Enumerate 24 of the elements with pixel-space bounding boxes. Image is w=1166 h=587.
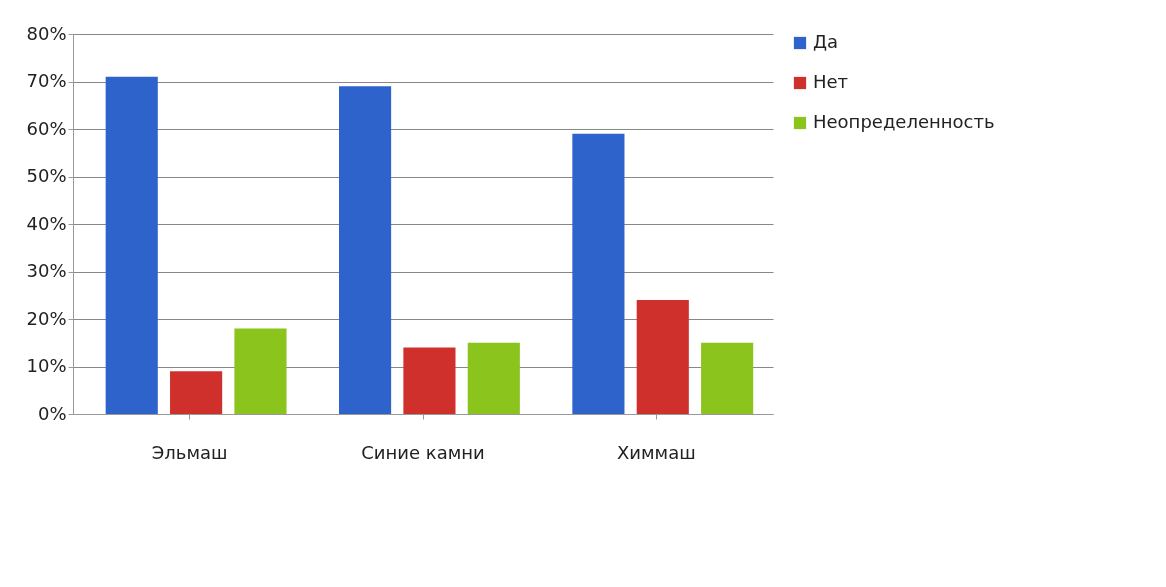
- bar: [170, 371, 223, 414]
- legend-label: Неопределенность: [813, 111, 995, 132]
- y-tick-label: 20%: [26, 307, 67, 329]
- bar: [701, 342, 754, 414]
- y-tick-label: 10%: [26, 355, 67, 376]
- bar: [234, 328, 287, 414]
- y-tick-label: 70%: [26, 70, 67, 91]
- bar: [339, 86, 392, 414]
- bar: [572, 133, 625, 414]
- bar: [403, 347, 456, 414]
- y-tick-label: 50%: [26, 165, 67, 186]
- y-tick-label: 60%: [26, 117, 67, 139]
- x-tick-label: Синие камни: [361, 441, 485, 463]
- bar: [467, 342, 520, 414]
- x-tick-label: Эльмаш: [151, 441, 228, 463]
- y-tick-label: 30%: [26, 260, 67, 281]
- y-tick-label: 80%: [26, 22, 67, 44]
- bar: [105, 76, 158, 414]
- x-tick-label: Химмаш: [616, 441, 696, 463]
- bar: [636, 300, 689, 414]
- legend-label: Да: [813, 31, 839, 52]
- legend-label: Нет: [813, 71, 849, 92]
- y-tick-label: 40%: [26, 212, 67, 234]
- y-tick-label: 0%: [37, 402, 67, 424]
